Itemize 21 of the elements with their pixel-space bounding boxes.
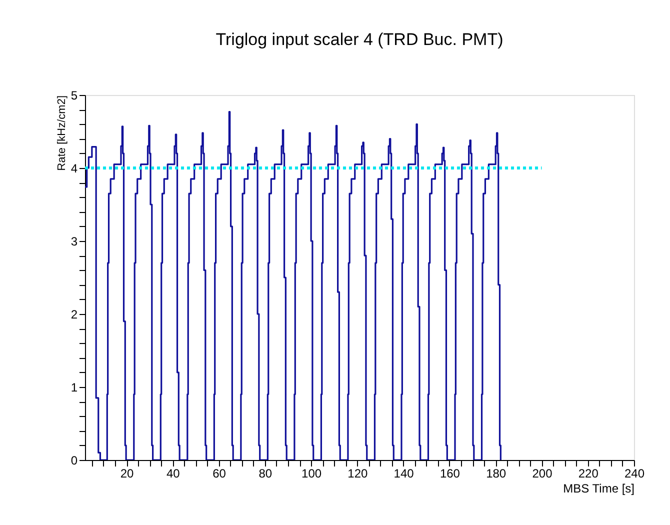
x-tick-label: 180	[486, 466, 506, 480]
y-tick-label: 4	[70, 162, 78, 176]
y-tick-label: 0	[70, 454, 78, 468]
chart-title: Triglog input scaler 4 (TRD Buc. PMT)	[216, 30, 504, 49]
y-tick-label: 2	[70, 308, 78, 322]
x-tick-label: 60	[212, 466, 226, 480]
x-tick-label: 140	[394, 466, 414, 480]
x-axis-title: MBS Time [s]	[563, 482, 634, 496]
x-tick-label: 240	[624, 466, 645, 480]
x-tick-label: 160	[440, 466, 460, 480]
x-tick-label: 20	[120, 466, 134, 480]
x-tick-label: 220	[578, 466, 599, 480]
y-axis-title: Rate [kHz/cm2]	[56, 96, 68, 171]
x-tick-label: 100	[302, 466, 322, 480]
y-tick-label: 5	[70, 88, 78, 102]
x-tick-label: 120	[348, 466, 368, 480]
x-tick-label: 80	[258, 466, 272, 480]
y-tick-label: 1	[70, 380, 78, 394]
x-tick-label: 40	[166, 466, 180, 480]
y-tick-label: 3	[70, 234, 78, 248]
x-tick-label: 200	[532, 466, 553, 480]
